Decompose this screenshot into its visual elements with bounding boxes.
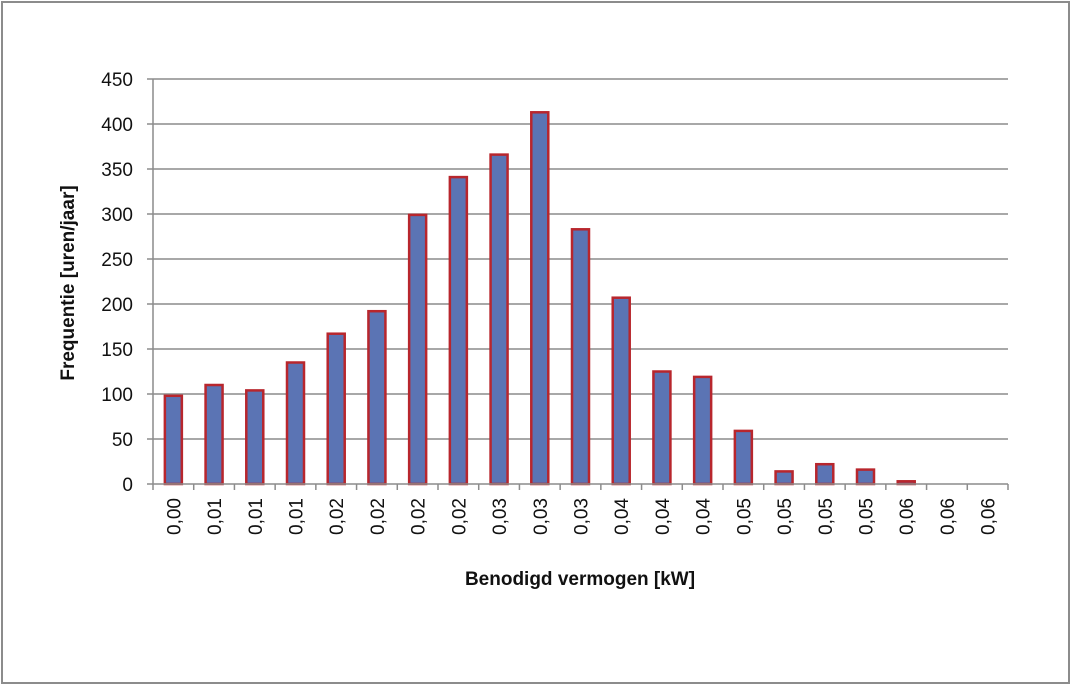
x-tick-label: 0,04 [653,498,674,535]
bar [611,296,631,486]
x-tick-label: 0,01 [287,498,308,535]
bar [815,462,835,486]
bar [692,375,713,486]
x-tick-label: 0,02 [368,498,389,535]
x-tick-label: 0,06 [897,498,918,535]
bar [855,468,876,486]
y-axis-title: Frequentie [uren/jaar] [58,185,79,380]
x-tick-label: 0,03 [531,498,552,535]
bar [285,361,306,486]
y-tick-label: 0 [122,475,133,496]
x-tick-label: 0,06 [979,498,1000,535]
bar [489,153,509,486]
bar [326,332,346,486]
bar [407,213,428,486]
x-tick-label: 0,02 [449,498,470,535]
bar [570,228,591,486]
x-tick-label: 0,00 [164,498,185,535]
bar [367,309,387,486]
y-tick-label: 350 [101,160,133,181]
bar [733,429,754,486]
bars [163,111,916,486]
y-tick-label: 50 [112,430,133,451]
bar [448,175,469,486]
x-tick-labels: 0,00 0,01 0,01 0,01 0,02 0,02 0,02 0,02 0,03 0,03… [164,498,999,535]
x-tick-label: 0,05 [816,498,837,535]
x-tick-label: 0,02 [409,498,430,535]
y-tick-labels: 0 50 100 150 200 250 300 350 400 450 [101,70,133,496]
x-tick-label: 0,04 [612,498,633,535]
x-tick-label: 0,01 [205,498,226,535]
axes [147,78,1009,490]
y-tick-label: 450 [101,70,133,91]
x-tick-label: 0,05 [775,498,796,535]
bar [245,389,265,486]
bar [163,394,184,486]
x-tick-label: 0,06 [938,498,959,535]
bar [774,470,794,486]
x-tick-label: 0,03 [572,498,593,535]
x-tick-label: 0,01 [246,498,267,535]
x-tick-label: 0,02 [327,498,348,535]
y-tick-label: 250 [101,250,133,271]
y-tick-label: 200 [101,295,133,316]
y-tick-label: 100 [101,385,133,406]
bar [530,111,550,486]
y-tick-label: 400 [101,115,133,136]
bar [652,370,672,486]
y-tick-label: 300 [101,205,133,226]
y-tick-label: 150 [101,340,133,361]
x-tick-label: 0,03 [490,498,511,535]
bar [204,383,224,486]
x-tick-label: 0,05 [734,498,755,535]
x-tick-label: 0,05 [857,498,878,535]
x-axis-title: Benodigd vermogen [kW] [465,569,695,590]
x-tick-label: 0,04 [694,498,715,535]
